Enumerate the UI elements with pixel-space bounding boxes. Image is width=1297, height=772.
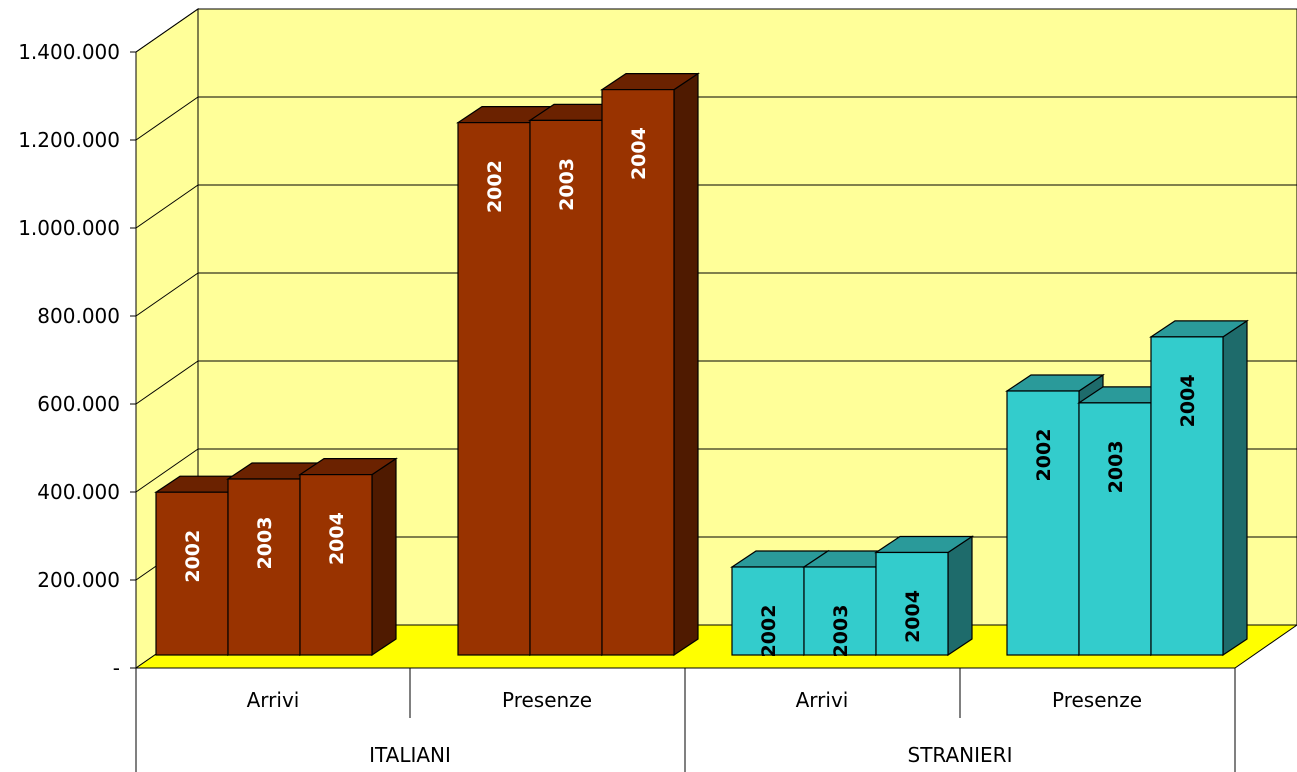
bar (529, 119, 603, 656)
bar (875, 551, 949, 656)
y-tick-label: 600.000 (37, 392, 120, 416)
x-axis-categories: Arrivi Presenze ITALIANI Arrivi Presenze STRA… (136, 667, 1236, 772)
y-tick-label: 800.000 (37, 304, 120, 328)
bar-label: 2003 (830, 605, 852, 658)
bar-label: 2004 (1177, 374, 1199, 427)
bar (601, 88, 675, 656)
y-tick-label: 1.000.000 (18, 216, 120, 240)
y-tick-label: 1.400.000 (18, 40, 120, 64)
bar-label: 2002 (484, 160, 506, 213)
x-subcategory-label: Presenze (1052, 688, 1142, 712)
chart-bars: 2002 2003 2004 2002 2003 2004 2002 2003 2004 2002… (154, 72, 1249, 658)
x-category-label: ITALIANI (369, 743, 451, 767)
bar-label: 2004 (326, 512, 348, 565)
bar-label: 2003 (556, 158, 578, 211)
gridline-side (135, 8, 199, 53)
x-subcategory-label: Presenze (502, 688, 592, 712)
bar-side (1222, 319, 1248, 657)
bar (1150, 336, 1224, 656)
bar-label: 2003 (1105, 440, 1127, 493)
bar-label: 2002 (1033, 429, 1055, 482)
bar (227, 478, 301, 656)
gridline-side (135, 272, 199, 317)
bar (457, 121, 531, 656)
bar (299, 474, 373, 656)
gridline-side (135, 184, 199, 229)
bar-label: 2003 (254, 517, 276, 570)
bar (1078, 402, 1152, 656)
x-category-label: STRANIERI (908, 743, 1013, 767)
y-axis-ticks: - 200.000 400.000 600.000 800.000 1.000.000 1.… (18, 40, 137, 772)
gridline-side (135, 448, 199, 493)
bar-side (673, 72, 699, 657)
bar (803, 566, 877, 656)
bar (731, 566, 805, 656)
bar-label: 2004 (902, 590, 924, 643)
x-subcategory-label: Arrivi (796, 688, 849, 712)
gridline-side (135, 360, 199, 405)
bar-label: 2004 (628, 127, 650, 180)
gridline-side (135, 96, 199, 141)
bar-side (371, 457, 397, 657)
y-tick-label: 400.000 (37, 480, 120, 504)
bar-side (947, 535, 973, 657)
y-tick-label: 1.200.000 (18, 128, 120, 152)
bar (1006, 390, 1080, 656)
bar-label: 2002 (182, 530, 204, 583)
bar-label: 2002 (758, 605, 780, 658)
y-tick-label: - (113, 656, 120, 680)
x-subcategory-label: Arrivi (247, 688, 300, 712)
y-tick-label: 200.000 (37, 568, 120, 592)
